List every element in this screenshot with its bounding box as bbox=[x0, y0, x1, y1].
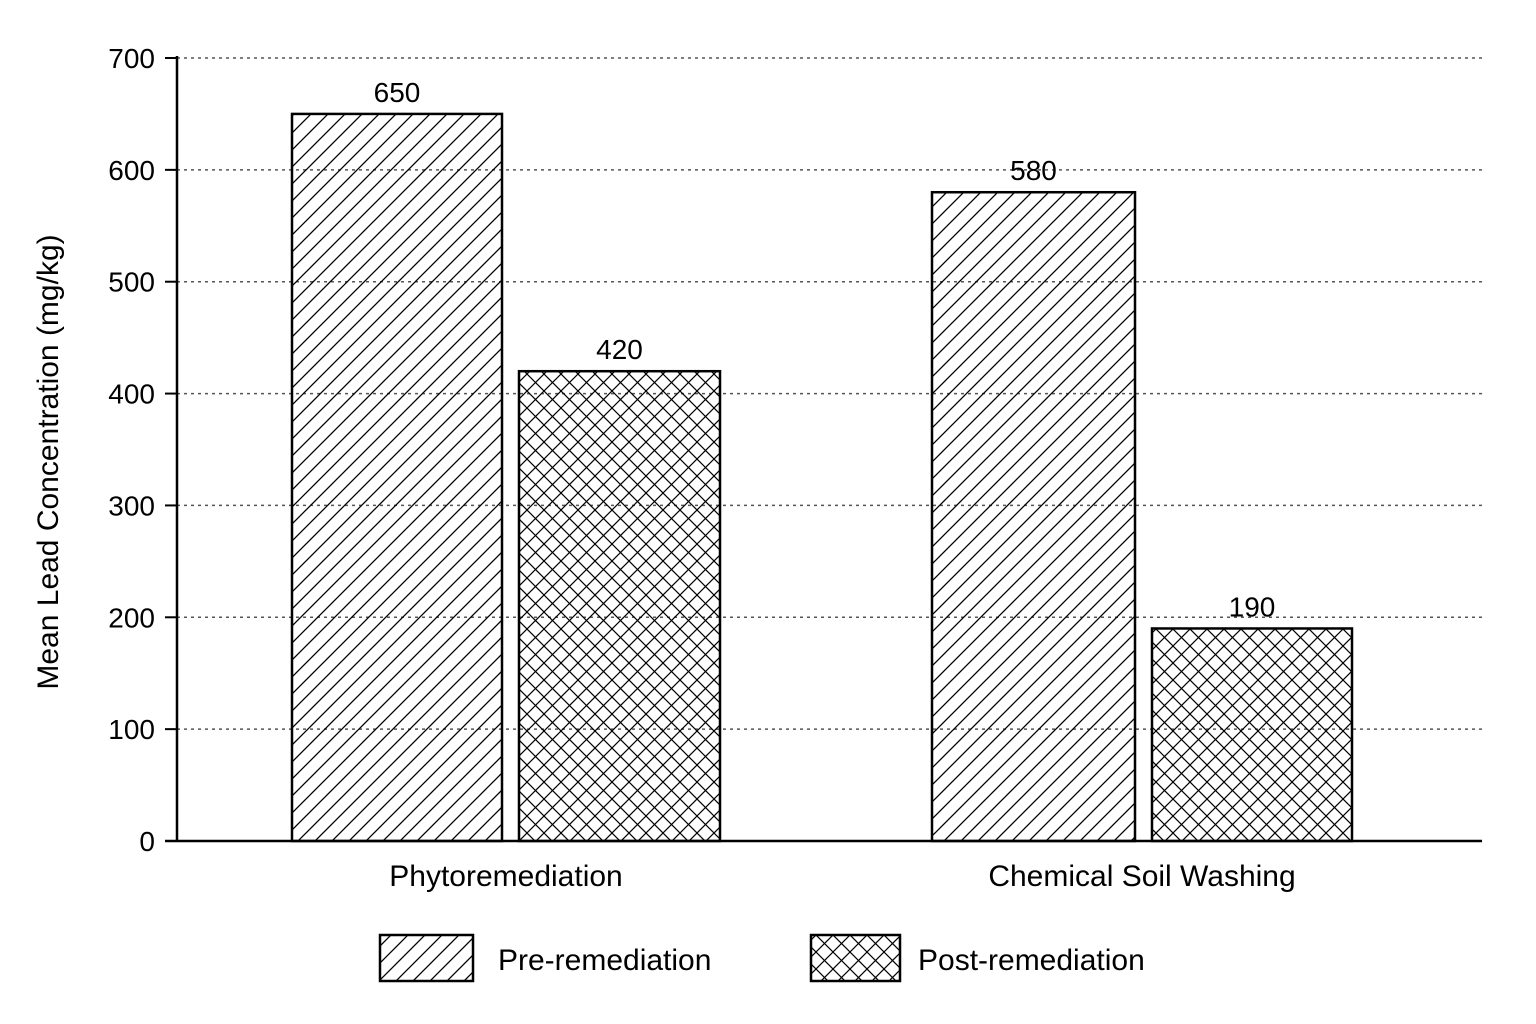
x-category-label: Chemical Soil Washing bbox=[988, 860, 1295, 893]
legend-swatch-post-remediation bbox=[809, 933, 902, 983]
bar-pre-remediation-1 bbox=[930, 190, 1137, 843]
bar-post-remediation-1 bbox=[1150, 627, 1354, 843]
legend: Pre-remediation Post-remediation bbox=[378, 933, 1145, 983]
data-label: 650 bbox=[374, 77, 421, 108]
x-category-label: Phytoremediation bbox=[389, 860, 622, 893]
y-tick-label: 600 bbox=[108, 155, 155, 186]
data-label: 580 bbox=[1010, 155, 1057, 186]
labels: 0 100 200 300 400 500 600 700 650 580 420 190 Phytor… bbox=[108, 43, 1295, 893]
data-label: 190 bbox=[1229, 591, 1276, 622]
bars bbox=[290, 112, 1354, 843]
data-label: 420 bbox=[596, 334, 643, 365]
y-tick-label: 500 bbox=[108, 267, 155, 298]
y-axis-title: Mean Lead Concentration (mg/kg) bbox=[32, 234, 65, 689]
y-tick-label: 100 bbox=[108, 714, 155, 745]
y-tick-label: 200 bbox=[108, 602, 155, 633]
bar-pre-remediation-0 bbox=[290, 112, 504, 843]
bar-post-remediation-0 bbox=[517, 369, 722, 843]
y-tick-label: 700 bbox=[108, 43, 155, 74]
axes bbox=[165, 56, 1482, 843]
legend-label-post-remediation: Post-remediation bbox=[918, 944, 1145, 977]
legend-swatch-pre-remediation bbox=[378, 933, 475, 983]
y-tick-label: 300 bbox=[108, 490, 155, 521]
y-tick-label: 400 bbox=[108, 379, 155, 410]
legend-label-pre-remediation: Pre-remediation bbox=[498, 944, 711, 977]
y-tick-label: 0 bbox=[139, 826, 155, 857]
